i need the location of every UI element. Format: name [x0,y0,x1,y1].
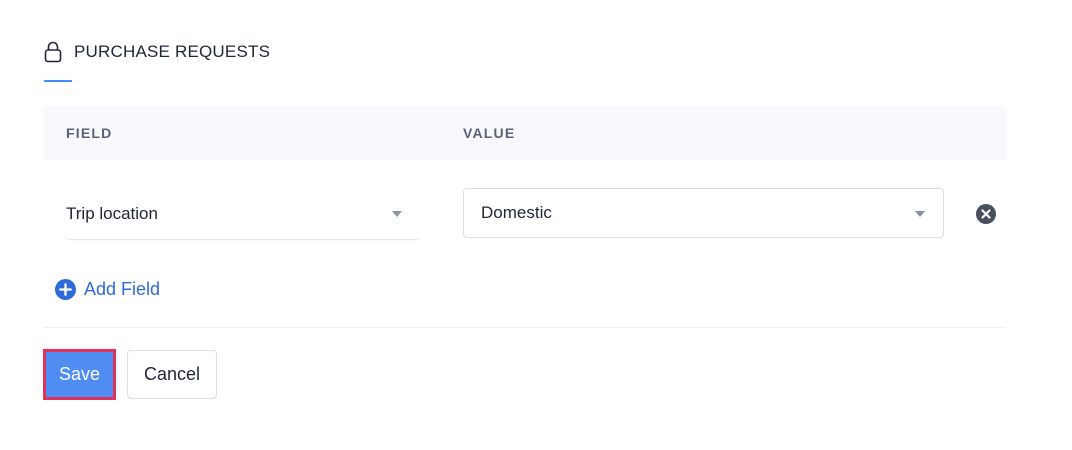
remove-row-icon[interactable] [976,204,996,224]
column-header-field: FIELD [66,125,113,141]
plus-circle-icon [55,279,76,300]
tab-underline [44,80,72,82]
lock-icon [44,41,62,63]
caret-down-icon [392,211,402,217]
value-select-value: Domestic [481,203,552,222]
value-select[interactable]: Domestic [463,188,944,238]
add-field-button[interactable]: Add Field [55,279,160,300]
section-title: PURCHASE REQUESTS [74,42,271,61]
field-select[interactable]: Trip location [66,189,420,239]
save-button[interactable]: Save [43,349,116,400]
column-header-value: VALUE [463,125,516,141]
cancel-button[interactable]: Cancel [127,350,217,399]
caret-down-icon [915,211,925,217]
table-header: FIELD VALUE [44,106,1006,160]
field-select-value: Trip location [66,204,158,223]
divider [44,327,1006,328]
add-field-label: Add Field [84,279,161,299]
section-header: PURCHASE REQUESTS [44,41,270,63]
